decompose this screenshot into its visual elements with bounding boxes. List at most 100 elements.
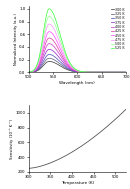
375 K: [125, 71, 127, 73]
300 K: [28, 71, 29, 73]
325 K: [45, 59, 47, 61]
450 K: [53, 34, 55, 37]
375 K: [53, 50, 55, 53]
500 K: [53, 21, 55, 23]
400 K: [101, 71, 103, 73]
Line: 350 K: 350 K: [29, 54, 126, 72]
400 K: [48, 43, 50, 45]
525 K: [85, 71, 87, 73]
400 K: [72, 69, 74, 71]
450 K: [45, 36, 47, 39]
525 K: [101, 71, 103, 73]
375 K: [93, 71, 95, 73]
300 K: [72, 70, 74, 72]
350 K: [48, 53, 50, 56]
500 K: [125, 71, 127, 73]
325 K: [93, 71, 95, 73]
525 K: [28, 71, 29, 73]
350 K: [125, 71, 127, 73]
Line: 300 K: 300 K: [29, 61, 126, 72]
375 K: [28, 71, 29, 73]
500 K: [45, 23, 47, 25]
Y-axis label: Sensitivity (10⁻³ K⁻¹): Sensitivity (10⁻³ K⁻¹): [9, 119, 14, 159]
450 K: [125, 71, 127, 73]
Line: 450 K: 450 K: [29, 32, 126, 72]
425 K: [28, 71, 29, 73]
300 K: [53, 61, 55, 64]
325 K: [48, 57, 50, 59]
450 K: [48, 30, 50, 33]
375 K: [48, 48, 50, 50]
400 K: [85, 71, 87, 73]
475 K: [72, 67, 74, 69]
375 K: [45, 51, 47, 54]
475 K: [85, 71, 87, 73]
350 K: [53, 55, 55, 57]
475 K: [93, 71, 95, 73]
X-axis label: Temperature (K): Temperature (K): [61, 180, 94, 185]
350 K: [72, 70, 74, 72]
500 K: [72, 66, 74, 69]
450 K: [93, 71, 95, 73]
425 K: [45, 42, 47, 44]
450 K: [28, 71, 29, 73]
525 K: [45, 17, 47, 19]
350 K: [85, 71, 87, 73]
400 K: [53, 45, 55, 47]
425 K: [72, 68, 74, 70]
400 K: [45, 46, 47, 49]
Line: 325 K: 325 K: [29, 58, 126, 72]
475 K: [53, 27, 55, 30]
300 K: [48, 60, 50, 63]
425 K: [125, 71, 127, 73]
325 K: [28, 71, 29, 73]
300 K: [85, 71, 87, 73]
400 K: [28, 71, 29, 73]
475 K: [45, 30, 47, 32]
325 K: [72, 70, 74, 72]
475 K: [125, 71, 127, 73]
350 K: [93, 71, 95, 73]
500 K: [28, 71, 29, 73]
450 K: [85, 71, 87, 73]
X-axis label: Wavelength (nm): Wavelength (nm): [59, 81, 95, 85]
400 K: [93, 71, 95, 73]
300 K: [45, 62, 47, 64]
350 K: [28, 71, 29, 73]
425 K: [53, 40, 55, 42]
375 K: [85, 71, 87, 73]
Line: 475 K: 475 K: [29, 24, 126, 72]
475 K: [28, 71, 29, 73]
425 K: [85, 71, 87, 73]
325 K: [53, 58, 55, 61]
500 K: [48, 15, 50, 18]
Y-axis label: Normalized Intensity (a.u.): Normalized Intensity (a.u.): [14, 13, 18, 65]
500 K: [101, 71, 103, 73]
425 K: [101, 71, 103, 73]
500 K: [93, 71, 95, 73]
300 K: [125, 71, 127, 73]
525 K: [125, 71, 127, 73]
Line: 400 K: 400 K: [29, 44, 126, 72]
475 K: [48, 23, 50, 25]
Line: 525 K: 525 K: [29, 9, 126, 72]
Line: 375 K: 375 K: [29, 49, 126, 72]
425 K: [93, 71, 95, 73]
300 K: [101, 71, 103, 73]
325 K: [101, 71, 103, 73]
375 K: [72, 69, 74, 71]
500 K: [85, 71, 87, 73]
Line: 500 K: 500 K: [29, 16, 126, 72]
Line: 425 K: 425 K: [29, 38, 126, 72]
475 K: [101, 71, 103, 73]
450 K: [101, 71, 103, 73]
325 K: [125, 71, 127, 73]
525 K: [48, 8, 50, 10]
450 K: [72, 68, 74, 70]
Legend: 300 K, 325 K, 350 K, 375 K, 400 K, 425 K, 450 K, 475 K, 500 K, 525 K: 300 K, 325 K, 350 K, 375 K, 400 K, 425 K…: [111, 7, 125, 51]
525 K: [93, 71, 95, 73]
425 K: [48, 37, 50, 39]
350 K: [45, 56, 47, 58]
525 K: [72, 66, 74, 68]
325 K: [85, 71, 87, 73]
